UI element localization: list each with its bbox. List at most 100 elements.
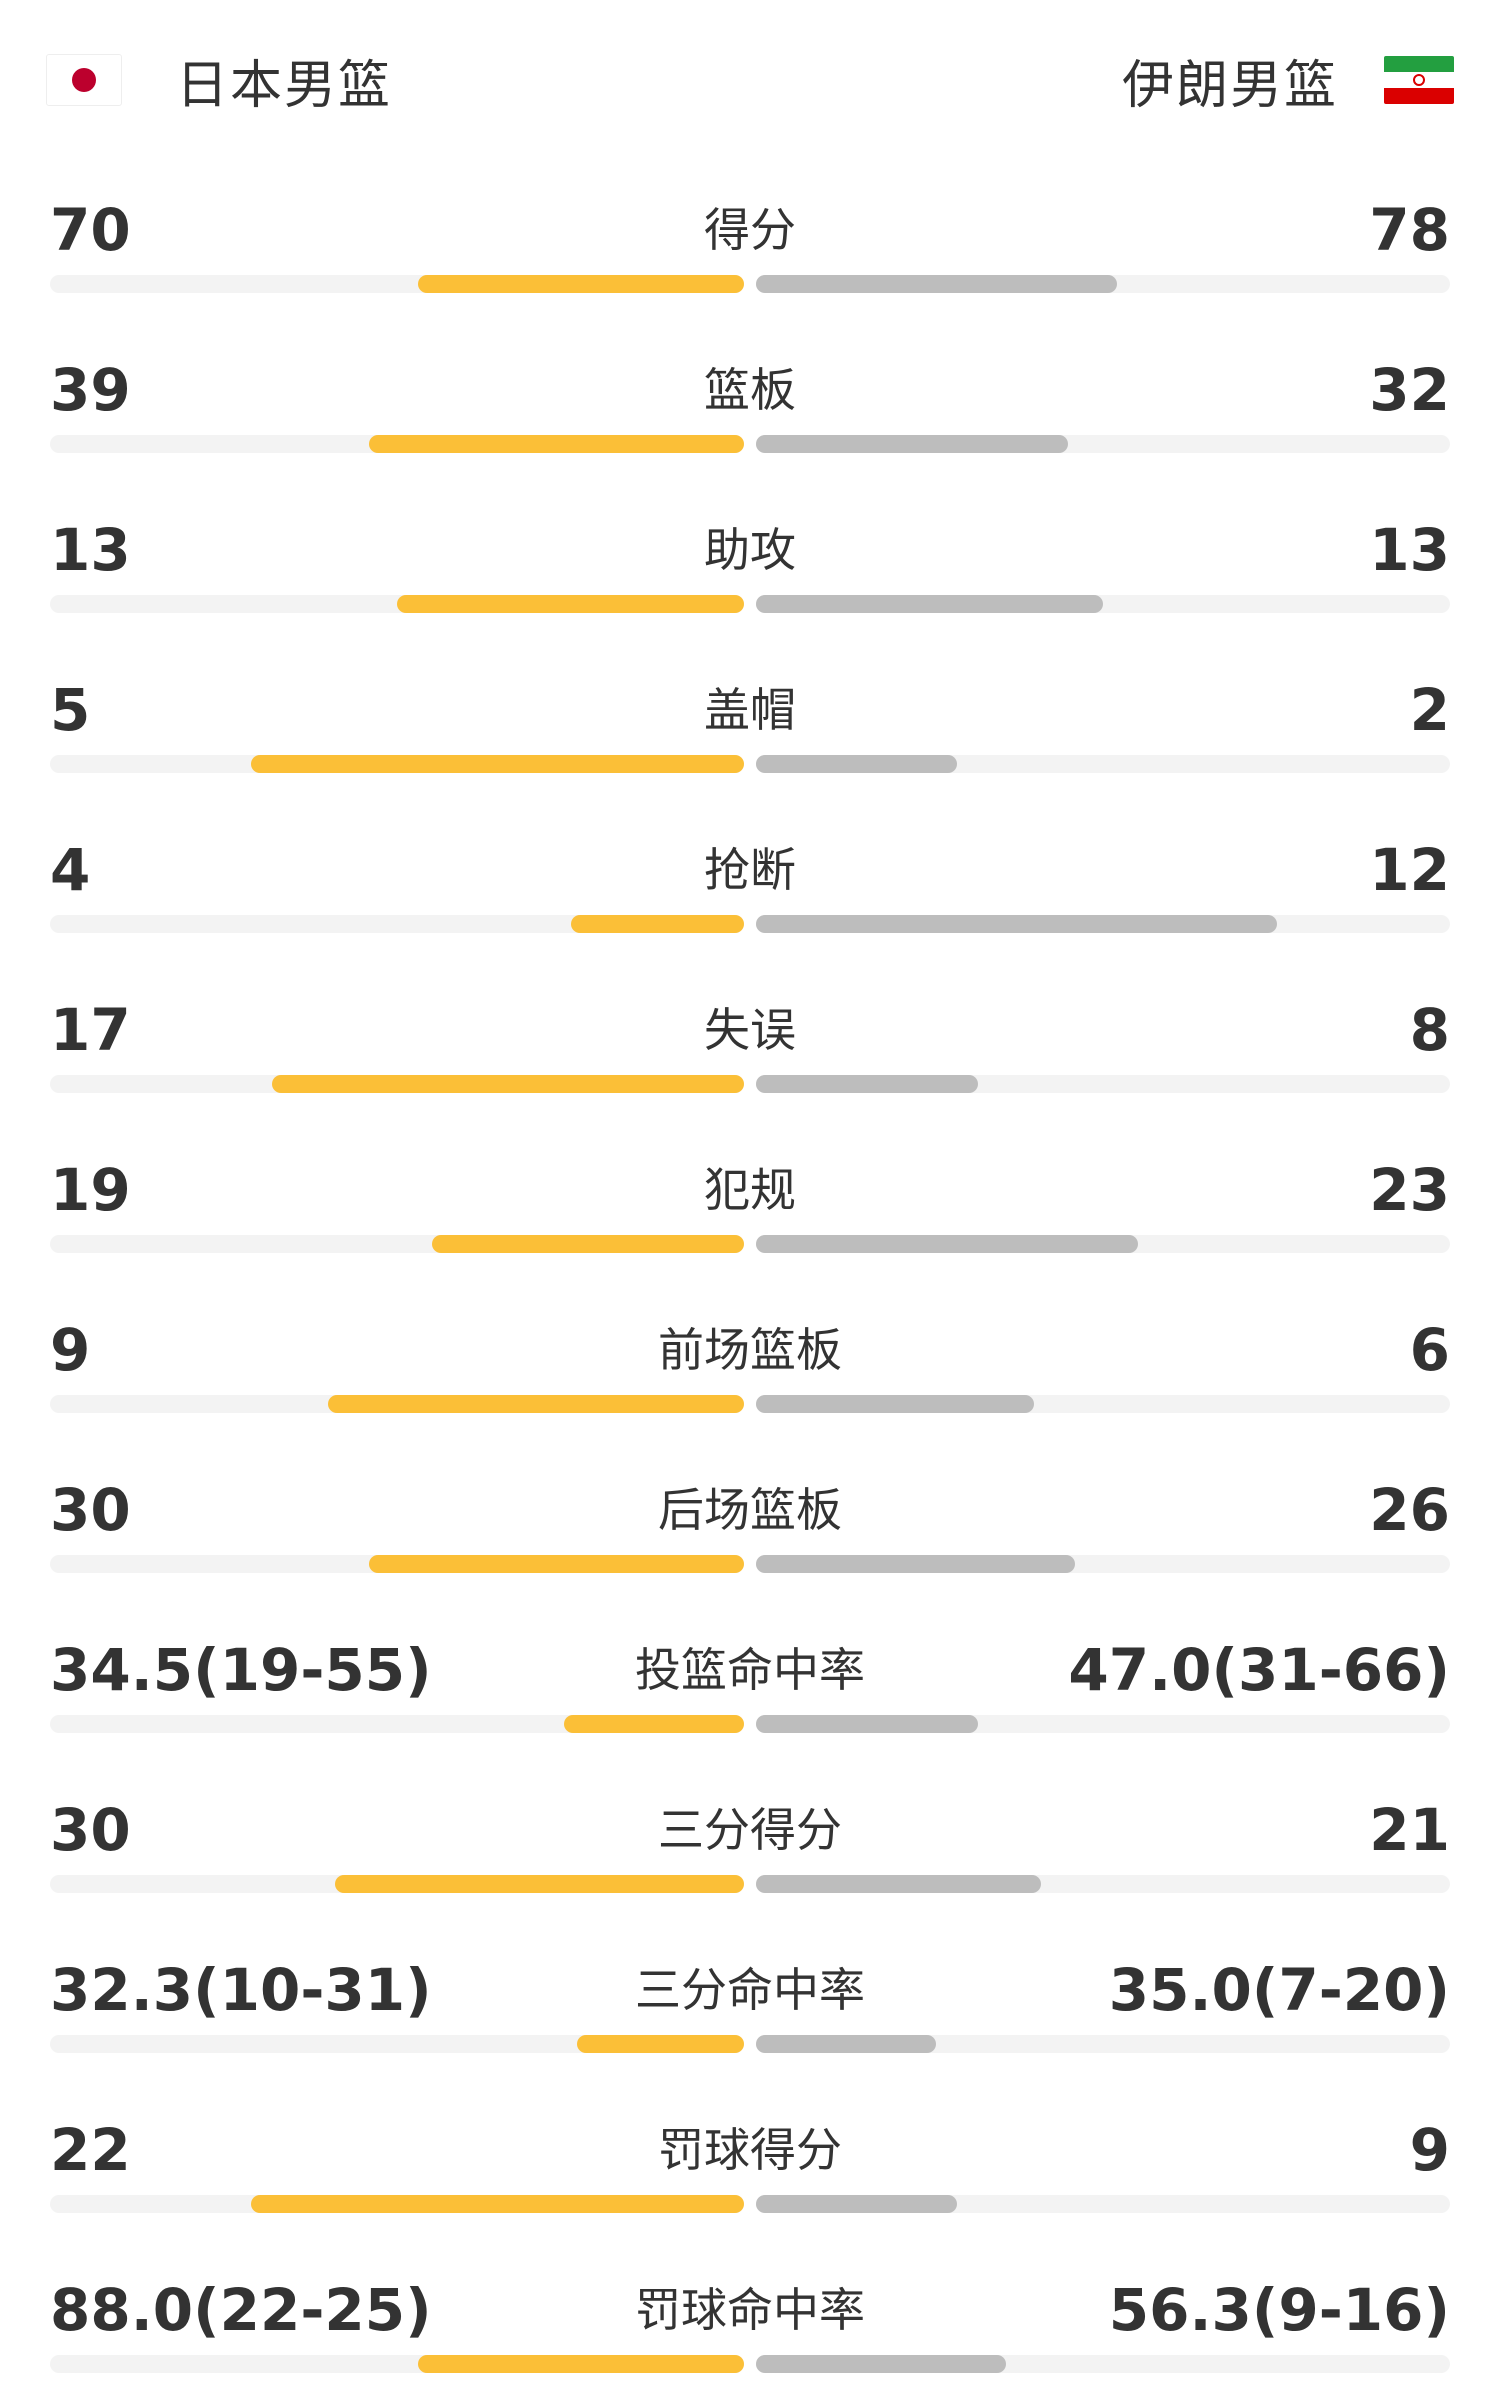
- home-stat-bar: [251, 2195, 744, 2213]
- away-bar-track: [756, 1555, 1450, 1573]
- away-bar-track: [756, 755, 1450, 773]
- away-stat-bar: [756, 2035, 937, 2053]
- away-bar-track: [756, 1075, 1450, 1093]
- stat-row: 39 篮板 32: [0, 335, 1500, 495]
- away-bar-track: [756, 275, 1450, 293]
- home-bar-track: [50, 435, 744, 453]
- away-bar-track: [756, 1875, 1450, 1893]
- stat-label: 三分命中率: [635, 1963, 865, 2017]
- stat-label: 盖帽: [704, 683, 796, 737]
- home-bar-track: [50, 275, 744, 293]
- home-stat-bar: [369, 1555, 744, 1573]
- away-stat-value: 26: [1369, 1476, 1450, 1544]
- home-stat-value: 30: [50, 1796, 131, 1864]
- away-stat-bar: [756, 1075, 979, 1093]
- away-stat-bar: [756, 1555, 1076, 1573]
- away-stat-value: 21: [1369, 1796, 1450, 1864]
- away-stat-value: 32: [1369, 356, 1450, 424]
- home-bar-track: [50, 2195, 744, 2213]
- home-stat-value: 34.5(19-55): [50, 1636, 432, 1704]
- japan-flag-icon: [46, 54, 122, 106]
- away-stat-value: 6: [1409, 1316, 1450, 1384]
- away-stat-value: 13: [1369, 516, 1450, 584]
- stat-row: 30 后场篮板 26: [0, 1455, 1500, 1615]
- away-stat-bar: [756, 1875, 1041, 1893]
- home-stat-value: 39: [50, 356, 131, 424]
- stat-row: 13 助攻 13: [0, 495, 1500, 655]
- stat-row: 32.3(10-31) 三分命中率 35.0(7-20): [0, 1935, 1500, 2095]
- away-bar-track: [756, 2195, 1450, 2213]
- away-stat-value: 35.0(7-20): [1108, 1956, 1450, 2024]
- away-bar-track: [756, 595, 1450, 613]
- home-bar-track: [50, 755, 744, 773]
- away-team-name: 伊朗男篮: [1121, 55, 1338, 116]
- home-bar-track: [50, 2355, 744, 2373]
- stat-row: 34.5(19-55) 投篮命中率 47.0(31-66): [0, 1615, 1500, 1775]
- home-stat-value: 70: [50, 196, 131, 264]
- home-stat-bar: [369, 435, 744, 453]
- stat-row: 88.0(22-25) 罚球命中率 56.3(9-16): [0, 2255, 1500, 2400]
- away-stat-bar: [756, 915, 1277, 933]
- home-stat-bar: [563, 1715, 744, 1733]
- away-stat-value: 78: [1369, 196, 1450, 264]
- away-stat-bar: [756, 2195, 958, 2213]
- away-stat-bar: [756, 1235, 1138, 1253]
- home-stat-bar: [334, 1875, 744, 1893]
- away-bar-track: [756, 915, 1450, 933]
- home-stat-bar: [431, 1235, 744, 1253]
- away-stat-value: 8: [1409, 996, 1450, 1064]
- home-stat-value: 19: [50, 1156, 131, 1224]
- flag-band-green: [1384, 56, 1454, 72]
- stat-row: 9 前场篮板 6: [0, 1295, 1500, 1455]
- stat-label: 罚球命中率: [635, 2283, 865, 2337]
- home-bar-track: [50, 1555, 744, 1573]
- flag-sun: [72, 68, 96, 92]
- home-stat-bar: [417, 275, 744, 293]
- home-bar-track: [50, 1715, 744, 1733]
- home-stat-bar: [327, 1395, 744, 1413]
- stat-row: 70 得分 78: [0, 175, 1500, 335]
- stat-row: 30 三分得分 21: [0, 1775, 1500, 1935]
- home-bar-track: [50, 595, 744, 613]
- stat-row: 17 失误 8: [0, 975, 1500, 1135]
- away-bar-track: [756, 1395, 1450, 1413]
- teams-header: 日本男篮 伊朗男篮: [0, 0, 1500, 160]
- home-stat-value: 9: [50, 1316, 91, 1384]
- away-stat-value: 2: [1409, 676, 1450, 744]
- home-stat-value: 22: [50, 2116, 131, 2184]
- away-stat-value: 56.3(9-16): [1108, 2276, 1450, 2344]
- flag-emblem: [1413, 74, 1425, 86]
- home-stat-value: 88.0(22-25): [50, 2276, 432, 2344]
- stat-label: 前场篮板: [658, 1323, 842, 1377]
- away-stat-bar: [756, 1395, 1034, 1413]
- home-stat-value: 30: [50, 1476, 131, 1544]
- home-stat-value: 5: [50, 676, 91, 744]
- away-stat-bar: [756, 595, 1103, 613]
- stat-label: 助攻: [704, 523, 796, 577]
- home-stat-bar: [570, 915, 744, 933]
- away-bar-track: [756, 2035, 1450, 2053]
- home-bar-track: [50, 915, 744, 933]
- iran-flag-icon: [1384, 56, 1454, 104]
- away-stat-bar: [756, 435, 1069, 453]
- stat-row: 22 罚球得分 9: [0, 2095, 1500, 2255]
- away-stat-bar: [756, 2355, 1006, 2373]
- stat-label: 失误: [704, 1003, 796, 1057]
- home-stat-value: 17: [50, 996, 131, 1064]
- stat-label: 后场篮板: [658, 1483, 842, 1537]
- home-stat-bar: [272, 1075, 744, 1093]
- home-stat-value: 32.3(10-31): [50, 1956, 432, 2024]
- home-stat-bar: [417, 2355, 744, 2373]
- away-stat-bar: [756, 1715, 979, 1733]
- home-team[interactable]: 日本男篮: [46, 40, 392, 120]
- away-stat-value: 12: [1369, 836, 1450, 904]
- home-stat-value: 13: [50, 516, 131, 584]
- stat-row: 19 犯规 23: [0, 1135, 1500, 1295]
- home-team-name: 日本男篮: [176, 55, 393, 116]
- away-stat-value: 47.0(31-66): [1068, 1636, 1450, 1704]
- away-team[interactable]: 伊朗男篮: [1122, 40, 1454, 120]
- away-stat-value: 9: [1409, 2116, 1450, 2184]
- away-stat-bar: [756, 755, 958, 773]
- away-bar-track: [756, 1715, 1450, 1733]
